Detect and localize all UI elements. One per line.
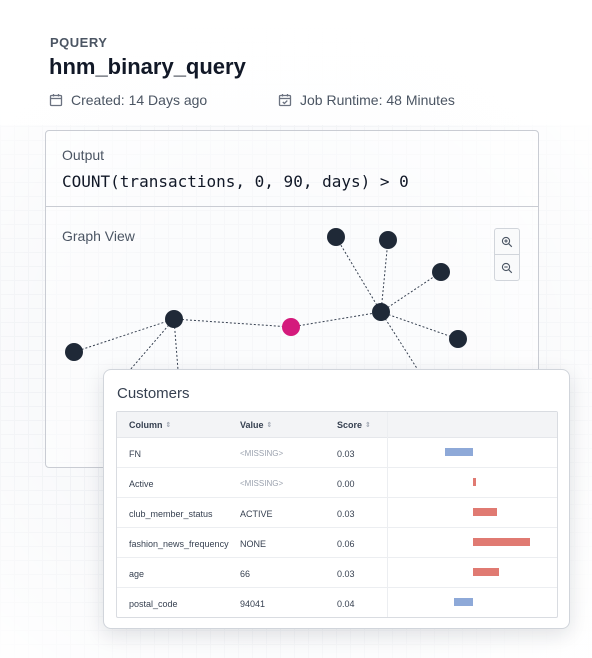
table-row: Active <MISSING> 0.00 [117,468,557,498]
cell-column: Active [129,479,154,489]
graph-edge [380,271,442,313]
zoom-out-icon [501,262,513,274]
cell-value: 94041 [240,599,266,609]
impact-bar [473,508,497,516]
impact-bar [473,568,499,576]
cell-value: NONE [240,539,267,549]
sort-icon: ⇕ [266,421,273,429]
cell-score: 0.03 [337,569,355,579]
graph-edge [335,236,382,313]
graph-edge [173,318,292,328]
impact-bar [473,478,476,486]
panel-divider [46,206,538,207]
graph-node [372,303,390,321]
table-column-divider [387,412,388,617]
output-expression: COUNT(transactions, 0, 90, days) > 0 [62,172,409,191]
cell-value: <MISSING> [240,449,284,458]
graph-node [432,263,450,281]
created-text: Created: 14 Days ago [71,92,208,108]
impact-bar [444,448,473,456]
cell-column: age [129,569,145,579]
customers-title: Customers [117,385,190,402]
customers-card: Customers Column ⇕ Value ⇕ Score ⇕ FN <MISSI… [103,369,570,629]
graph-edge [380,239,389,313]
cell-score: 0.00 [337,479,355,489]
graph-node [379,231,397,249]
page-title: hnm_binary_query [49,54,246,79]
table-row: postal_code 94041 0.04 [117,588,557,618]
zoom-in-icon [501,236,513,247]
output-label: Output [62,147,105,163]
impact-bar [473,538,530,546]
runtime-meta: Job Runtime: 48 Minutes [278,92,455,108]
zoom-out-button[interactable] [495,255,519,281]
column-header[interactable]: Column ⇕ [129,420,172,430]
table-row: FN <MISSING> 0.03 [117,438,557,468]
cell-score: 0.06 [337,539,355,549]
zoom-in-button[interactable] [495,229,519,255]
table-row: club_member_status ACTIVE 0.03 [117,498,557,528]
graph-nodes [65,228,467,361]
sort-icon: ⇕ [365,421,371,429]
cell-score: 0.04 [337,599,355,609]
created-meta: Created: 14 Days ago [49,92,207,108]
graph-node [327,228,345,246]
calendar-icon [49,93,63,107]
cell-score: 0.03 [337,509,355,519]
graph-edge [380,311,459,340]
value-header[interactable]: Value ⇕ [240,420,273,430]
graph-node [65,343,83,361]
cell-column: fashion_news_frequency [129,539,229,549]
cell-value: ACTIVE [240,509,273,519]
graph-target-node [282,318,300,336]
table-row: fashion_news_frequency NONE 0.06 [117,528,557,558]
cell-value: <MISSING> [240,479,284,488]
calendar-check-icon [278,93,292,107]
graph-edge [129,318,175,371]
cell-column: club_member_status [129,509,213,519]
runtime-text: Job Runtime: 48 Minutes [300,92,455,108]
graph-edge [290,311,382,328]
graph-edges [73,236,459,371]
cell-value: 66 [240,569,251,579]
graph-view-label: Graph View [62,228,135,244]
graph-node [449,330,467,348]
cell-column: FN [129,449,141,459]
cell-score: 0.03 [337,449,355,459]
customers-table: Column ⇕ Value ⇕ Score ⇕ FN <MISSING> 0.03 Act… [116,411,558,618]
graph-edge [73,318,175,353]
cell-column: postal_code [129,599,178,609]
graph-edge [380,311,419,371]
graph-node [165,310,183,328]
page-eyebrow: PQUERY [50,35,108,50]
table-header: Column ⇕ Value ⇕ Score ⇕ [117,412,557,438]
sort-icon: ⇕ [165,421,172,429]
score-header[interactable]: Score ⇕ [337,420,371,430]
impact-bar [454,598,473,606]
table-row: age 66 0.03 [117,558,557,588]
zoom-controls [494,228,520,281]
